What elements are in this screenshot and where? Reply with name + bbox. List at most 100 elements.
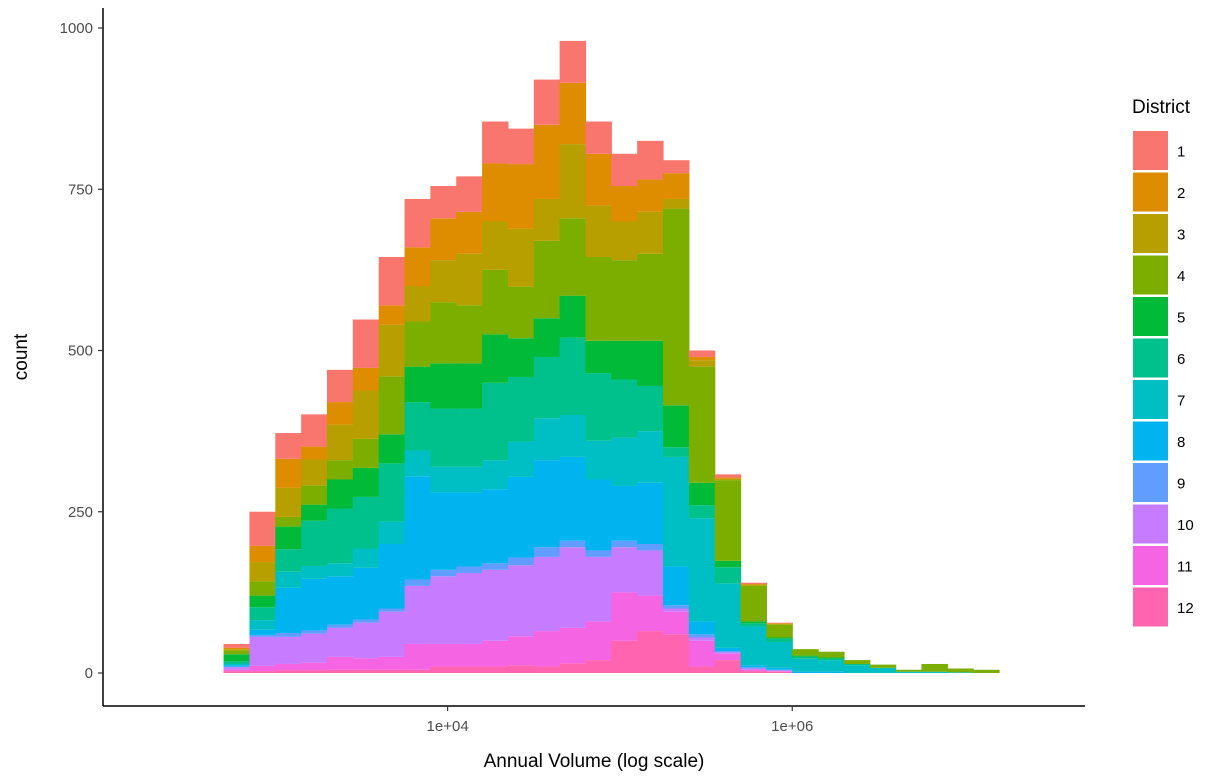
- bar-bin3-district-9: [301, 630, 328, 634]
- bar-bin6-district-5: [378, 434, 406, 464]
- bar-bin21-district-7: [766, 642, 793, 668]
- bar-bin18-district-6: [688, 505, 716, 519]
- bar-bin1-district-5: [249, 595, 276, 608]
- bar-bin2-district-9: [275, 633, 302, 637]
- bar-bin18-district-3: [688, 360, 716, 367]
- legend-label-3: 3: [1177, 227, 1185, 244]
- bar-bin24-district-7: [843, 665, 871, 673]
- bar-bin17-district-3: [663, 198, 690, 209]
- bar-bin21-district-1: [766, 622, 793, 624]
- legend-label-12: 12: [1177, 600, 1194, 617]
- bar-bin10-district-7: [482, 460, 509, 490]
- bar-bin14-district-12: [585, 660, 612, 673]
- bar-bin10-district-12: [482, 666, 509, 673]
- bar-bin18-district-9: [688, 634, 716, 638]
- bar-bin12-district-8: [533, 460, 561, 548]
- bar-bin2-district-3: [275, 487, 302, 517]
- bar-bin1-district-10: [249, 636, 276, 666]
- bar-bin2-district-1: [275, 433, 302, 459]
- bar-bin2-district-12: [275, 670, 302, 673]
- x-axis-title: Annual Volume (log scale): [484, 751, 705, 772]
- bar-bin17-district-1: [663, 160, 690, 174]
- bar-bin21-district-3: [766, 623, 793, 625]
- bar-bin11-district-8: [507, 476, 535, 558]
- bar-bin16-district-2: [637, 179, 664, 212]
- legend-title: District: [1132, 97, 1191, 118]
- bar-bin19-district-11: [714, 653, 742, 661]
- bar-bin7-district-12: [404, 669, 431, 673]
- bar-bin11-district-9: [507, 557, 535, 566]
- bar-bin20-district-5: [740, 621, 767, 624]
- bar-bin15-district-1: [611, 153, 638, 187]
- bar-bin16-district-4: [637, 253, 664, 341]
- bar-bin20-district-9: [740, 667, 767, 669]
- bar-bin12-district-4: [533, 240, 561, 319]
- bar-bin18-district-2: [688, 356, 716, 361]
- bar-bin7-district-6: [404, 402, 431, 451]
- bar-bin2-district-5: [275, 526, 302, 550]
- bar-bin19-district-7: [714, 583, 742, 648]
- bar-bin22-district-8: [792, 671, 819, 673]
- bar-bin19-district-3: [714, 478, 742, 481]
- bar-bin14-district-7: [585, 440, 612, 480]
- legend-label-1: 1: [1177, 144, 1185, 161]
- bar-bin9-district-3: [456, 253, 483, 306]
- legend-key-9: [1133, 463, 1168, 502]
- bar-bin6-district-12: [378, 669, 406, 673]
- bar-bin14-district-11: [585, 621, 612, 661]
- bar-bin0-district-6: [223, 661, 251, 664]
- bar-bin19-district-6: [714, 567, 742, 584]
- legend-key-10: [1133, 504, 1168, 544]
- bar-bin5-district-3: [352, 390, 380, 439]
- bar-bin3-district-8: [301, 578, 328, 631]
- bar-bin19-district-5: [714, 560, 742, 568]
- bar-bin9-district-12: [456, 666, 483, 673]
- bar-bin8-district-5: [430, 363, 457, 409]
- bar-bin3-district-2: [301, 446, 328, 460]
- bar-bin13-district-5: [559, 295, 587, 338]
- bar-bin26-district-4: [895, 669, 923, 672]
- bar-bin16-district-10: [637, 550, 664, 596]
- bar-bin17-district-9: [663, 605, 690, 609]
- legend-label-10: 10: [1177, 517, 1194, 534]
- bar-bin18-district-8: [688, 621, 716, 635]
- bar-bin7-district-8: [404, 476, 431, 580]
- y-tick-label-1: 250: [68, 504, 93, 521]
- bar-bin1-district-8: [249, 629, 276, 635]
- bar-bin19-district-4: [714, 480, 742, 561]
- bar-bin28-district-7: [947, 672, 974, 673]
- legend-key-8: [1133, 421, 1168, 461]
- bar-bin5-district-10: [352, 622, 380, 659]
- bar-bin17-district-11: [663, 611, 690, 635]
- bar-bin6-district-11: [378, 656, 406, 670]
- bar-bin6-district-6: [378, 463, 406, 522]
- bar-bin1-district-12: [249, 671, 276, 673]
- legend-key-7: [1133, 380, 1168, 419]
- bar-bin8-district-2: [430, 218, 457, 261]
- bar-bin1-district-4: [249, 581, 276, 596]
- bar-bin0-district-4: [223, 650, 251, 655]
- bar-bin13-district-11: [559, 627, 587, 664]
- bar-bin4-district-10: [327, 627, 354, 657]
- bar-bin12-district-2: [533, 124, 561, 199]
- bar-bin10-district-11: [482, 640, 509, 667]
- bar-bin14-district-6: [585, 373, 612, 441]
- bar-bin25-district-4: [869, 664, 897, 668]
- bar-bin21-district-8: [766, 667, 793, 670]
- bar-bin2-district-2: [275, 458, 302, 488]
- bar-bin14-district-4: [585, 256, 612, 341]
- bar-bin11-district-12: [507, 665, 535, 673]
- bar-bin21-district-2: [766, 623, 793, 624]
- bar-bin15-district-2: [611, 186, 638, 222]
- bar-bin3-district-4: [301, 485, 328, 505]
- bar-bin11-district-2: [507, 164, 535, 229]
- bar-bin12-district-11: [533, 631, 561, 667]
- bar-bin11-district-6: [507, 376, 535, 442]
- bar-bin0-district-12: [223, 671, 251, 673]
- bar-bin5-district-11: [352, 658, 380, 670]
- bar-bin13-district-6: [559, 337, 587, 415]
- bar-bin3-district-6: [301, 520, 328, 566]
- bar-bin22-district-5: [792, 655, 819, 657]
- bar-bin4-district-3: [327, 424, 354, 461]
- y-tick-label-2: 500: [68, 343, 93, 360]
